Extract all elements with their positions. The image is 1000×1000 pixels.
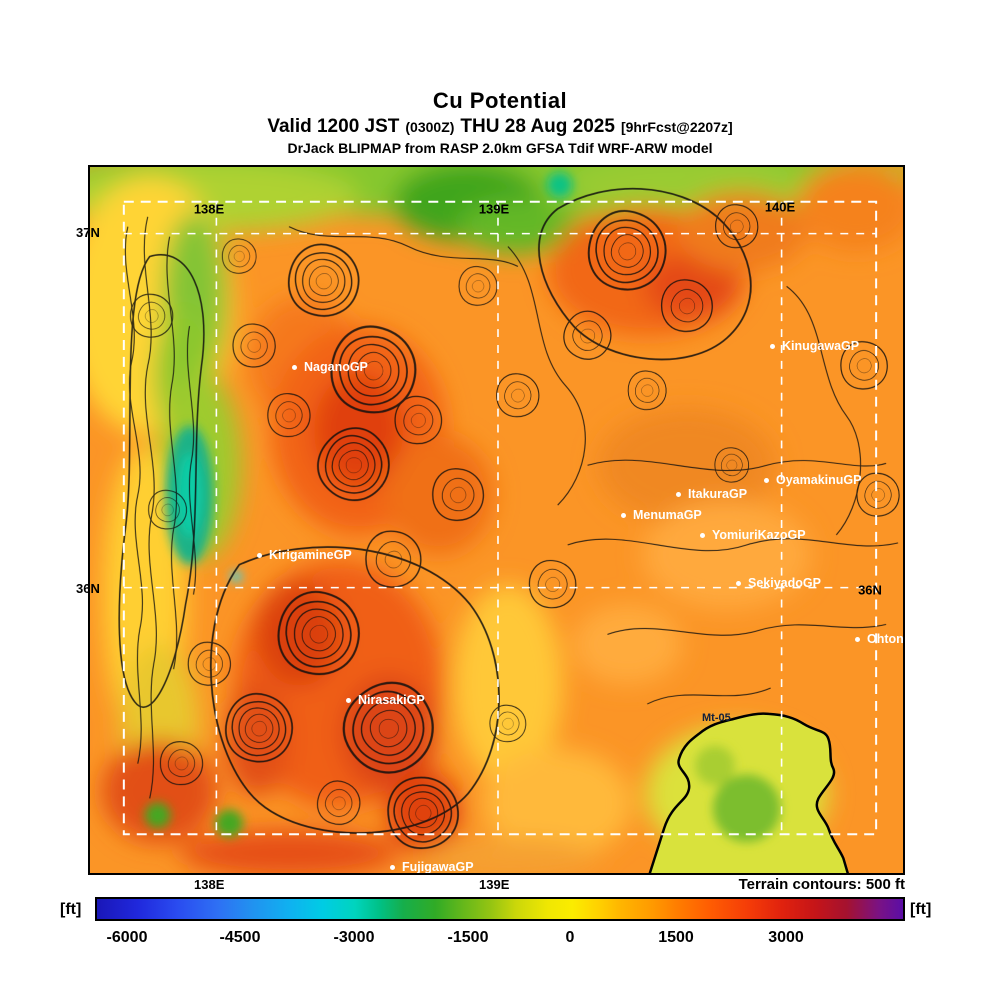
site-marker-nagano-gp: NaganoGP: [292, 360, 368, 374]
colorbar-unit-right: [ft]: [910, 901, 932, 918]
site-marker-yomiurikazo-gp: YomiuriKazoGP: [700, 528, 806, 542]
site-dot-icon: [676, 491, 681, 497]
site-marker-oyamakinu-gp: OyamakinuGP: [764, 473, 862, 487]
valid-line: Valid 1200 JST (0300Z) THU 28 Aug 2025 [9hr…: [0, 116, 1000, 138]
tick-label-neg4500: -4500: [219, 929, 261, 946]
site-label: FujigawaGP: [402, 860, 474, 874]
site-dot-icon: [621, 512, 626, 518]
page-title: Cu Potential: [432, 88, 568, 113]
tick-label-3000: 3000: [768, 929, 804, 946]
site-label: SekiyadoGP: [748, 576, 821, 590]
valid-date: THU 28 Aug 2025: [460, 116, 615, 137]
site-dot-icon: [736, 580, 741, 586]
site-dot-icon: [855, 636, 860, 642]
site-label: NaganoGP: [304, 360, 368, 374]
lat-label-37n-left: 37N: [76, 225, 100, 240]
colorbar-gradient: [95, 897, 905, 921]
site-marker-menuma-gp: MenumaGP: [621, 508, 702, 522]
latlon-grid: [122, 200, 878, 836]
valid-time: Valid 1200 JST: [267, 116, 400, 137]
site-label: KirigamineGP: [269, 548, 352, 562]
site-marker-sekiyado-gp: SekiyadoGP: [736, 576, 821, 590]
model-line: DrJack BLIPMAP from RASP 2.0km GFSA Tdif…: [287, 140, 713, 156]
site-marker-nirasaki-gp: NirasakiGP: [346, 693, 425, 707]
lat-label-36n-left: 36N: [76, 581, 100, 596]
site-dot-icon: [770, 343, 775, 349]
valid-zulu: (0300Z): [405, 119, 455, 135]
site-marker-fujigawa-gp: FujigawaGP: [390, 860, 474, 874]
terrain-contours: [118, 187, 899, 866]
site-dot-icon: [764, 477, 769, 483]
site-marker-itakura-gp: ItakuraGP: [676, 487, 748, 501]
site-label: MenumaGP: [633, 508, 702, 522]
colorbar-unit-left: [ft]: [60, 901, 82, 918]
site-dot-icon: [700, 532, 705, 538]
header: Cu Potential Valid 1200 JST (0300Z) THU 28…: [0, 88, 1000, 156]
lat-label-36n-right: 36N: [858, 582, 882, 598]
site-marker-ohtone-gp: OhtoneGP: [855, 632, 904, 646]
lon-label-139e-top: 139E: [478, 201, 510, 217]
tick-label-zero: 0: [565, 929, 575, 946]
site-dot-icon: [390, 864, 395, 870]
lon-label-138e-top: 138E: [193, 201, 225, 217]
site-marker-kinugawa-gp: KinugawaGP: [770, 339, 860, 353]
site-label: OhtoneGP: [867, 632, 904, 646]
site-marker-kirigamine-gp: KirigamineGP: [257, 548, 352, 562]
site-label: KinugawaGP: [782, 339, 860, 353]
map-annotation: Mt-05: [702, 712, 731, 724]
terrain-map-svg: [90, 167, 903, 873]
site-dot-icon: [257, 552, 262, 558]
tick-label-neg6000: -6000: [106, 929, 148, 946]
forecast-run-info: [9hrFcst@2207z]: [620, 119, 733, 135]
tick-label-1500: 1500: [658, 929, 694, 946]
site-label: YomiuriKazoGP: [712, 528, 806, 542]
site-label: ItakuraGP: [688, 487, 748, 501]
tick-label-neg3000: -3000: [333, 929, 375, 946]
site-dot-icon: [346, 697, 351, 703]
tick-label-neg1500: -1500: [447, 929, 489, 946]
site-label: NirasakiGP: [358, 693, 425, 707]
lon-label-140e-top: 140E: [764, 199, 796, 215]
terrain-contours-note: Terrain contours: 500 ft: [738, 876, 905, 893]
site-label: OyamakinuGP: [776, 473, 862, 487]
map-canvas: 138E 139E 140E 36N NaganoGP KinugawaGP O…: [88, 165, 905, 875]
site-dot-icon: [292, 364, 297, 370]
lon-label-139e-bottom: 139E: [479, 877, 510, 892]
lon-label-138e-bottom: 138E: [194, 877, 225, 892]
